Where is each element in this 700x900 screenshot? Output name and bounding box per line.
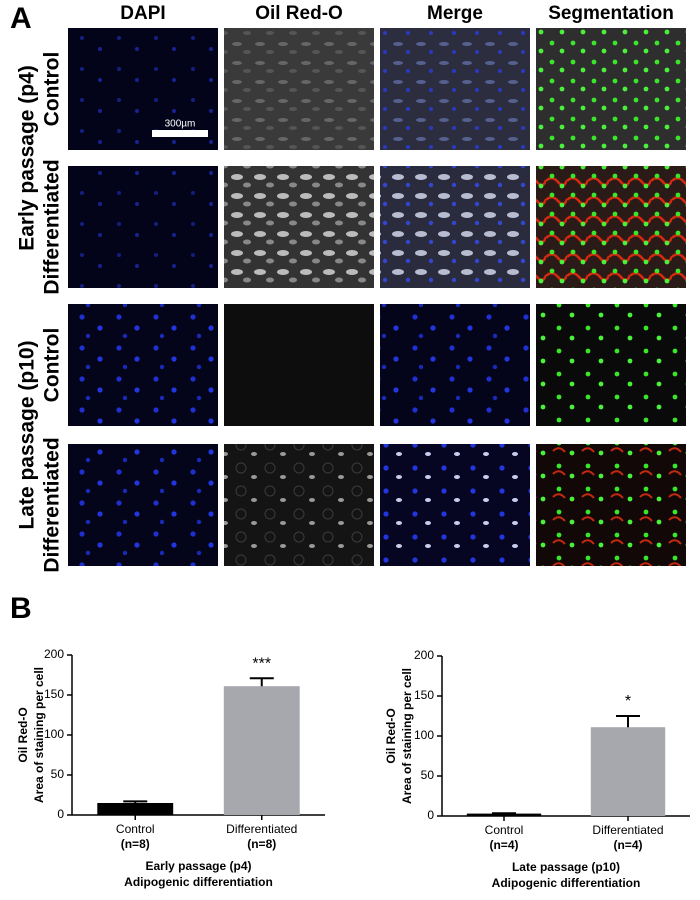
y-tick-label: 200 — [414, 648, 434, 662]
column-header: DAPI — [120, 3, 165, 24]
image-grid: 300µm — [68, 28, 686, 566]
column-header: Segmentation — [548, 3, 674, 24]
error-bar — [249, 677, 274, 687]
condition-label: Control — [41, 52, 64, 127]
micrograph — [68, 28, 218, 150]
group-label: Late passage (p10) — [16, 340, 39, 529]
bar — [97, 803, 174, 815]
y-axis-label: Area of staining per cell — [32, 667, 46, 803]
micrograph — [536, 28, 686, 150]
micrograph — [380, 166, 530, 288]
significance: *** — [252, 655, 271, 672]
y-tick-label: 150 — [414, 688, 434, 702]
y-tick-label: 50 — [421, 768, 435, 782]
micrograph — [380, 444, 530, 566]
error-bar — [123, 800, 148, 803]
x-tick-label: Differentiated — [592, 823, 663, 837]
x-tick-label: Control — [485, 823, 524, 837]
micrograph — [380, 304, 530, 426]
column-header: Merge — [427, 3, 483, 24]
column-header: Oil Red-O — [255, 3, 343, 24]
y-tick-label: 0 — [57, 807, 64, 821]
micrograph — [536, 304, 686, 426]
error-bar — [616, 715, 640, 728]
condition-label: Differentiated — [41, 159, 64, 294]
micrograph — [224, 444, 374, 566]
y-tick-label: 200 — [44, 647, 64, 661]
scale-bar-label: 300µm — [165, 119, 196, 130]
condition-label: Control — [41, 328, 64, 403]
micrograph — [224, 28, 374, 150]
group-label: Early passage (p4) — [16, 65, 39, 251]
significance: * — [625, 693, 631, 710]
y-axis-label: Oil Red-O — [16, 707, 30, 762]
bar — [466, 813, 542, 816]
micrograph — [68, 304, 218, 426]
x-tick-note: (n=8) — [121, 837, 150, 851]
x-tick-note: (n=4) — [489, 838, 518, 852]
bar — [223, 686, 300, 815]
y-axis-label: Oil Red-O — [384, 708, 398, 763]
micrograph — [224, 166, 374, 288]
x-axis-label: Late passage (p10) — [512, 860, 620, 874]
x-tick-note: (n=8) — [247, 837, 276, 851]
y-tick-label: 50 — [51, 767, 65, 781]
micrograph — [536, 166, 686, 288]
y-tick-label: 150 — [44, 687, 64, 701]
x-tick-label: Differentiated — [226, 822, 297, 836]
condition-label: Differentiated — [41, 437, 64, 572]
micrograph — [224, 304, 374, 426]
y-tick-label: 100 — [44, 727, 64, 741]
bar — [590, 727, 666, 816]
y-tick-label: 0 — [427, 808, 434, 822]
micrograph — [68, 444, 218, 566]
scale-bar — [152, 130, 208, 137]
panel-label: B — [10, 592, 32, 625]
x-axis-label: Adipogenic differentiation — [124, 875, 273, 889]
micrograph — [536, 444, 686, 566]
x-axis-label: Early passage (p4) — [145, 859, 251, 873]
x-tick-label: Control — [116, 822, 155, 836]
micrograph — [68, 166, 218, 288]
x-axis-label: Adipogenic differentiation — [492, 876, 641, 890]
y-tick-label: 100 — [414, 728, 434, 742]
x-tick-note: (n=4) — [613, 838, 642, 852]
y-axis-label: Area of staining per cell — [400, 668, 414, 804]
panel-label: A — [10, 2, 32, 35]
micrograph — [380, 28, 530, 150]
